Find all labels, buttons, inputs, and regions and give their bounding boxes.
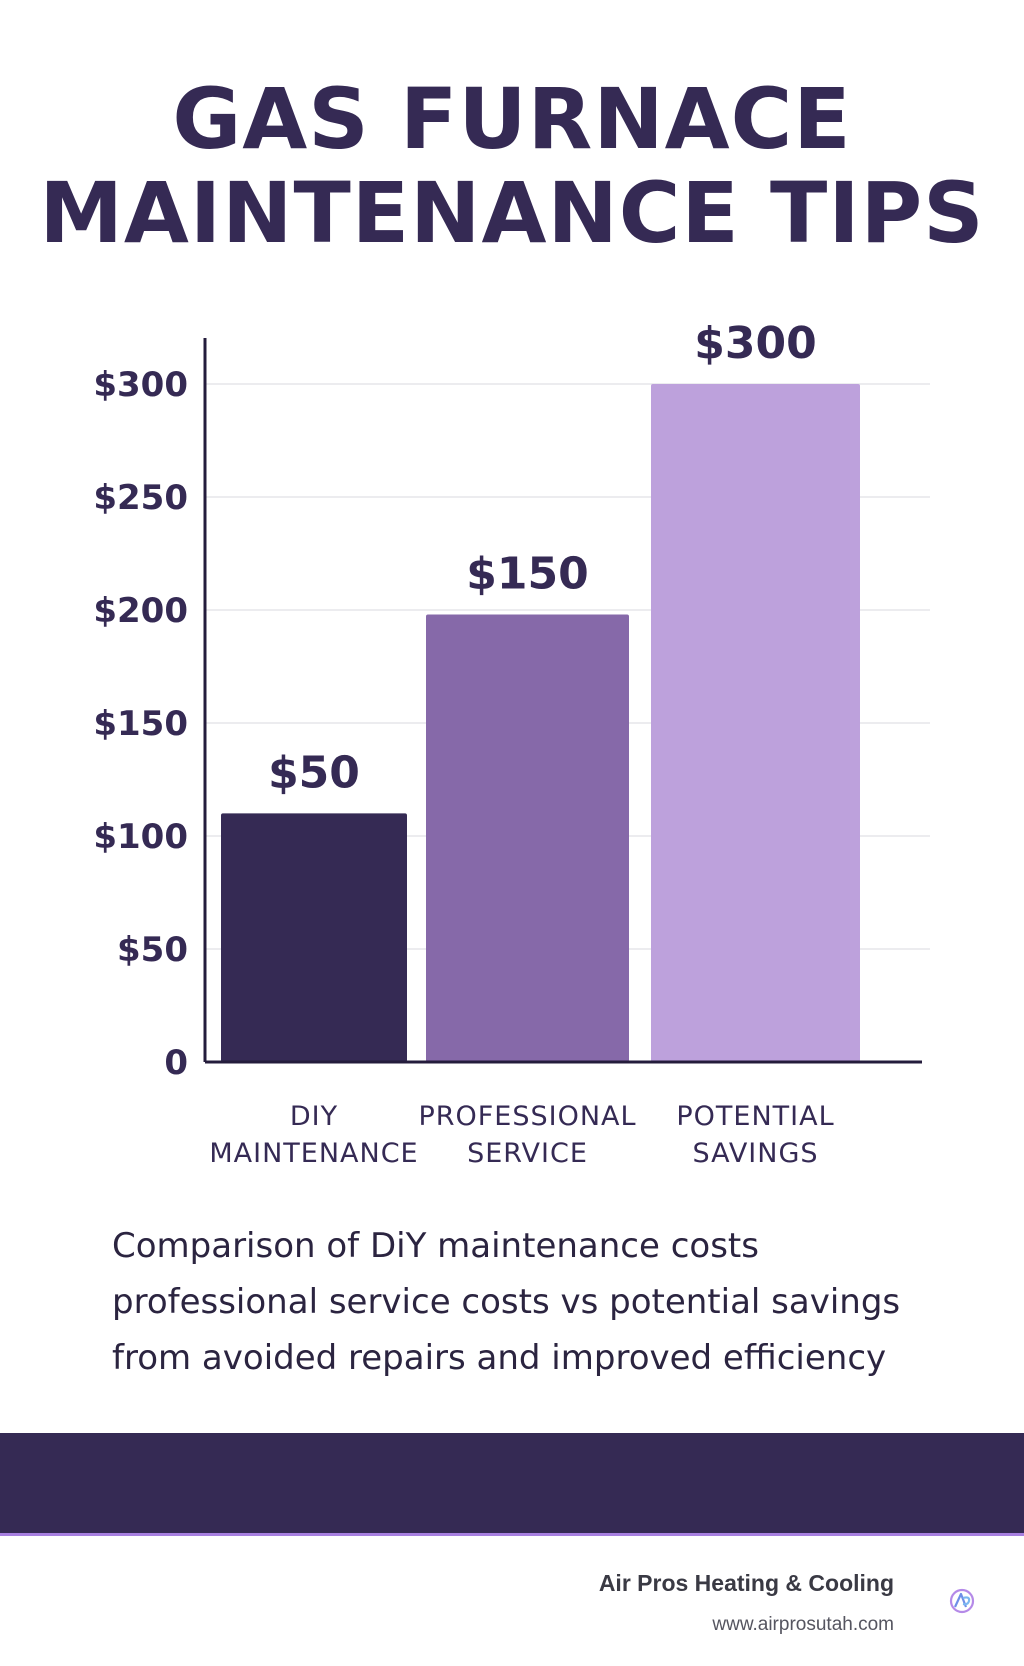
page-title: GAS FURNACE MAINTENANCE TIPS xyxy=(0,72,1024,260)
bar xyxy=(651,384,860,1062)
bar xyxy=(221,813,407,1062)
caption-line-1: Comparison of DiY maintenance costs xyxy=(112,1226,759,1266)
x-category-label: DIY xyxy=(290,1101,338,1132)
footer-accent-line xyxy=(0,1533,1024,1536)
title-line-2: MAINTENANCE TIPS xyxy=(39,164,985,262)
x-category-label: POTENTIAL xyxy=(676,1101,834,1132)
x-category-label: MAINTENANCE xyxy=(209,1138,418,1169)
chart-caption: Comparison of DiY maintenance costs prof… xyxy=(112,1218,972,1386)
bar xyxy=(426,614,629,1062)
data-label: $50 xyxy=(268,747,360,798)
caption-line-2: professional service costs vs potential … xyxy=(112,1282,901,1322)
company-url[interactable]: www.airprosutah.com xyxy=(712,1614,894,1635)
x-category-label: PROFESSIONAL xyxy=(418,1101,636,1132)
data-label: $150 xyxy=(466,549,588,600)
bar-chart: 0 $50 $100 $150 $200 $250 $300 $50 DIY MAINTENANC… xyxy=(93,318,930,1169)
y-tick-label: 0 xyxy=(164,1043,188,1083)
y-tick-label: $100 xyxy=(93,817,188,857)
y-tick-label: $250 xyxy=(93,478,188,518)
company-name: Air Pros Heating & Cooling xyxy=(598,1570,894,1596)
x-category-label: SAVINGS xyxy=(692,1138,818,1169)
footer-band xyxy=(0,1433,1024,1533)
y-tick-label: $300 xyxy=(93,365,188,405)
y-tick-label: $50 xyxy=(117,930,188,970)
air-pros-logo-icon xyxy=(949,1588,975,1614)
y-tick-label: $150 xyxy=(93,704,188,744)
y-tick-label: $200 xyxy=(93,591,188,631)
caption-line-3: from avoided repairs and improved effici… xyxy=(112,1338,887,1378)
title-line-1: GAS FURNACE xyxy=(172,70,852,168)
data-label: $300 xyxy=(694,318,816,369)
x-category-label: SERVICE xyxy=(467,1138,588,1169)
